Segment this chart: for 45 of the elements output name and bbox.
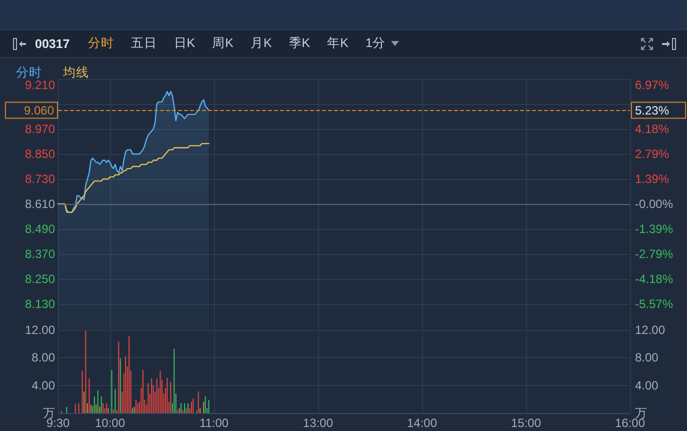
text: 00317 [35, 36, 70, 50]
y-tick-label: 9.210 [24, 78, 56, 92]
y2-tick-label: 6.97% [635, 78, 670, 92]
y-tick-label: 8.730 [24, 172, 56, 186]
y-tick-label: 8.850 [24, 147, 56, 161]
text: 均线 [62, 66, 89, 80]
y-tick-label: 12.00 [24, 323, 56, 337]
text: 年K [327, 35, 348, 52]
text: 季K [288, 35, 310, 52]
y2-tick-label: 4.00 [635, 378, 659, 392]
x-tick-label: 15:00 [510, 416, 542, 430]
y-tick-label: 8.970 [24, 122, 56, 136]
text: 分时 [88, 35, 114, 52]
y2-tick-label: 万 [635, 406, 647, 420]
y-tick-label: 8.610 [24, 197, 56, 211]
line-series [57, 142, 210, 213]
y2-tick-label: -0.00% [635, 197, 674, 211]
y2-tick-label: -2.79% [635, 247, 674, 262]
text: 5.23% [635, 103, 670, 118]
text: 月K [250, 35, 272, 52]
y2-tick-label: -1.39% [635, 222, 674, 236]
text: 分时 [16, 66, 42, 80]
y-tick-label: 8.490 [24, 222, 56, 236]
y-tick-label: 8.250 [24, 272, 56, 286]
y-tick-label: 8.00 [32, 350, 56, 365]
y2-tick-label: 8.00 [635, 350, 659, 365]
text: 五日 [130, 35, 157, 52]
y-tick-label: 4.00 [32, 378, 56, 392]
y2-tick-label: 2.79% [635, 146, 670, 161]
y2-tick-label: -4.18% [635, 272, 674, 286]
y2-tick-label: 12.00 [635, 323, 666, 337]
y-tick-label: 8.130 [24, 297, 56, 311]
y2-tick-label: -5.57% [635, 296, 674, 311]
x-tick-label: 14:00 [406, 416, 438, 430]
y2-tick-label: 1.39% [635, 172, 670, 186]
y2-tick-label: 4.18% [635, 122, 670, 136]
text: 周K [212, 35, 234, 52]
text: 1分 [365, 35, 386, 52]
ref-line-label: 9.060 [24, 103, 54, 118]
x-tick-label: 11:00 [199, 416, 229, 430]
y-tick-label: 万 [43, 406, 55, 420]
text: 日K [174, 35, 196, 52]
x-tick-label: 10:00 [94, 416, 126, 430]
y-tick-label: 8.370 [24, 247, 56, 261]
x-tick-label: 13:00 [302, 416, 334, 430]
